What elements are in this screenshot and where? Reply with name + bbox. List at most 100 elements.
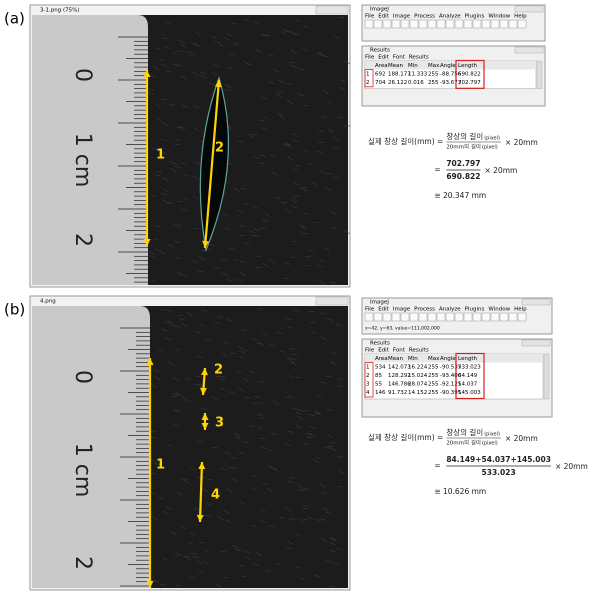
column-header: Max — [428, 63, 440, 69]
ruler-label: 0 — [70, 68, 95, 82]
table-cell: 702.797 — [458, 80, 481, 86]
window-controls[interactable] — [316, 6, 348, 14]
formula-denominator: 20mm의 길이 — [446, 439, 481, 447]
formula-lhs: 실제 창상 길이(mm) = — [368, 432, 443, 442]
tool-icon[interactable] — [509, 313, 517, 321]
menu-item[interactable]: Edit — [378, 307, 389, 313]
menu-item[interactable]: Process — [414, 307, 435, 313]
results-title: Results — [370, 341, 390, 347]
tool-icon[interactable] — [518, 20, 526, 28]
tool-icon[interactable] — [410, 313, 418, 321]
row-index: 4 — [366, 390, 370, 396]
menu-item[interactable]: Analyze — [439, 14, 461, 20]
menu-item[interactable]: File — [365, 348, 375, 354]
menu-item[interactable]: Analyze — [439, 307, 461, 313]
tool-icon[interactable] — [392, 20, 400, 28]
formula-numerator: 창상의 길이 — [446, 427, 483, 437]
tool-icon[interactable] — [383, 313, 391, 321]
menu-item[interactable]: Results — [409, 55, 429, 61]
table-cell: 146 — [375, 390, 386, 396]
tool-icon[interactable] — [419, 20, 427, 28]
column-header: Length — [458, 63, 477, 69]
menu-item[interactable]: Process — [414, 14, 435, 20]
tool-icon[interactable] — [401, 313, 409, 321]
panel-label: (a) — [4, 10, 25, 28]
step-factor: × 20mm — [555, 462, 588, 471]
table-cell: 704 — [375, 80, 386, 86]
tool-icon[interactable] — [491, 20, 499, 28]
column-header: Min — [408, 356, 418, 362]
tool-icon[interactable] — [473, 313, 481, 321]
formula-unit: (pixel) — [484, 136, 500, 142]
column-header: Min — [408, 63, 418, 69]
scrollbar[interactable] — [544, 354, 549, 399]
tool-icon[interactable] — [446, 313, 454, 321]
ruler-label: 0 — [70, 370, 95, 384]
tool-icon[interactable] — [500, 20, 508, 28]
tool-icon[interactable] — [482, 313, 490, 321]
tool-icon[interactable] — [455, 313, 463, 321]
marker-label: 4 — [211, 488, 220, 503]
tool-icon[interactable] — [491, 313, 499, 321]
tool-icon[interactable] — [401, 20, 409, 28]
tool-icon[interactable] — [383, 20, 391, 28]
tool-icon[interactable] — [437, 313, 445, 321]
menu-item[interactable]: Results — [409, 348, 429, 354]
tool-icon[interactable] — [392, 313, 400, 321]
menu-item[interactable]: Edit — [378, 348, 389, 354]
tool-icon[interactable] — [410, 20, 418, 28]
window-controls[interactable] — [515, 6, 543, 12]
table-cell: 692 — [375, 71, 386, 77]
tool-icon[interactable] — [365, 313, 373, 321]
tool-icon[interactable] — [446, 20, 454, 28]
tool-icon[interactable] — [473, 20, 481, 28]
tool-icon[interactable] — [374, 20, 382, 28]
tool-icon[interactable] — [428, 20, 436, 28]
formula-equals: = — [434, 165, 440, 174]
menu-item[interactable]: Plugins — [465, 14, 485, 20]
menu-item[interactable]: Plugins — [465, 307, 485, 313]
step-denominator: 690.822 — [446, 172, 480, 181]
tool-icon[interactable] — [464, 20, 472, 28]
menu-item[interactable]: Window — [488, 14, 510, 20]
table-cell: 0.016 — [408, 80, 424, 86]
menu-item[interactable]: File — [365, 307, 375, 313]
formula-unit: (pixel) — [484, 432, 500, 438]
tool-icon[interactable] — [455, 20, 463, 28]
menu-item[interactable]: Font — [393, 55, 406, 61]
window-controls[interactable] — [522, 299, 550, 305]
tool-icon[interactable] — [428, 313, 436, 321]
tool-icon[interactable] — [482, 20, 490, 28]
ruler-label: 2 — [70, 556, 95, 570]
menu-item[interactable]: Help — [514, 307, 527, 313]
window-controls[interactable] — [522, 340, 550, 346]
tool-icon[interactable] — [365, 20, 373, 28]
tool-icon[interactable] — [518, 313, 526, 321]
menu-item[interactable]: Help — [514, 14, 527, 20]
menu-item[interactable]: File — [365, 55, 375, 61]
ruler-label: 1 cm — [70, 443, 95, 498]
tool-icon[interactable] — [419, 313, 427, 321]
menu-item[interactable]: Edit — [378, 55, 389, 61]
marker-label: 2 — [214, 363, 223, 378]
formula-denominator: 20mm의 길이 — [446, 143, 481, 151]
table-cell: 690.822 — [458, 71, 481, 77]
step-numerator: 84.149+54.037+145.003 — [446, 455, 551, 464]
column-header: Length — [458, 356, 477, 362]
tool-icon[interactable] — [509, 20, 517, 28]
tool-icon[interactable] — [464, 313, 472, 321]
table-cell: 91.732 — [388, 390, 407, 396]
menu-item[interactable]: Image — [393, 14, 411, 20]
menu-item[interactable]: Font — [393, 348, 406, 354]
window-controls[interactable] — [316, 297, 348, 305]
tool-icon[interactable] — [437, 20, 445, 28]
tool-icon[interactable] — [374, 313, 382, 321]
scrollbar[interactable] — [537, 61, 542, 89]
menu-item[interactable]: File — [365, 14, 375, 20]
step-denominator: 533.023 — [482, 468, 516, 477]
menu-item[interactable]: Window — [488, 307, 510, 313]
menu-item[interactable]: Edit — [378, 14, 389, 20]
tool-icon[interactable] — [500, 313, 508, 321]
menu-item[interactable]: Image — [393, 307, 411, 313]
window-controls[interactable] — [515, 47, 543, 53]
